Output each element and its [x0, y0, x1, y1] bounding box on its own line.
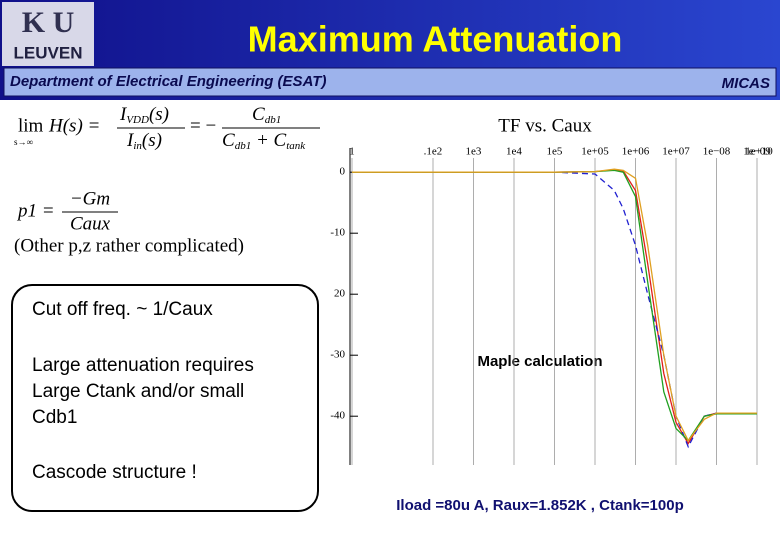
formula-text: IVDD(s)	[119, 104, 169, 125]
formula-text: C	[252, 104, 265, 125]
annotation: Iload =80u A, Raux=1.852K , Ctank=100p	[396, 497, 684, 514]
department: Department of Electrical Engineering (ES…	[10, 73, 326, 90]
box-line: Large Ctank and/or small	[32, 381, 244, 402]
formula-note: (Other p,z rather complicated)	[14, 235, 244, 256]
formula-text: I	[126, 130, 135, 151]
x-tick-label: 1e−08	[703, 146, 731, 158]
box-line: Cascode structure !	[32, 462, 197, 483]
subtitle-bar	[3, 67, 777, 97]
formula-text: tank	[286, 140, 306, 152]
formula-text: s→∞	[14, 137, 33, 147]
x-tick-label: 1e+07	[662, 146, 690, 158]
y-tick-label: -10	[330, 227, 345, 239]
formula-text: Iin(s)	[126, 130, 162, 151]
annotation: Maple calculation	[477, 353, 602, 370]
chart: TF vs. Caux Maple calculation Iload =80u…	[330, 115, 773, 514]
formula-text: C	[222, 130, 235, 151]
formula-pole: p1 = −Gm Caux (Other p,z rather complica…	[14, 188, 244, 256]
text-box	[11, 284, 319, 512]
formula-text: p1 =	[16, 200, 55, 221]
group: MICAS	[722, 75, 770, 92]
chart-title: TF vs. Caux	[498, 115, 592, 136]
logo-text: LEUVEN	[14, 43, 83, 62]
formula-text: H(s) =	[48, 115, 100, 136]
series-line	[352, 168, 757, 442]
y-tick-label: 20	[334, 288, 346, 300]
formula-text: db1	[235, 140, 252, 152]
x-tick-label: 1	[349, 146, 355, 158]
formula-text: −Gm	[70, 188, 110, 209]
formula-text: lim	[18, 115, 44, 136]
x-tick-label: 1e+05	[581, 146, 609, 158]
y-tick-label: -40	[330, 410, 345, 422]
x-tick-label: 1e3	[466, 146, 482, 158]
x-tick-label: 1e+10	[745, 146, 773, 158]
box-text: Cut off freq. ~ 1/Caux Large attenuation…	[32, 299, 254, 483]
formula-text: Cdb1 + Ctank	[222, 130, 306, 151]
formula-text: Caux	[70, 213, 111, 234]
formula-limit: lim s→∞ H(s) = IVDD(s) Iin(s) = − Cdb1 C…	[14, 104, 320, 152]
formula-text: I	[119, 104, 128, 125]
formula-text: + C	[251, 130, 286, 151]
slide-title: Maximum Attenuation	[248, 19, 623, 60]
x-tick-label: 1e−09	[743, 146, 771, 158]
y-tick-label: 0	[340, 166, 346, 178]
x-tick-label: 1e4	[506, 146, 522, 158]
formula-text: VDD	[126, 114, 149, 126]
logo-bg	[2, 2, 94, 66]
x-tick-label: .1e2	[424, 146, 443, 158]
x-tick-label: 1e5	[547, 146, 563, 158]
formula-text: in	[133, 140, 142, 152]
formula-text: Cdb1	[252, 104, 281, 125]
formula-text: (s)	[149, 104, 169, 125]
plot-area	[350, 160, 760, 465]
formula-text: db1	[265, 114, 282, 126]
formula-text: (s)	[142, 130, 162, 151]
formula-text: = −	[190, 115, 216, 136]
y-tick-label: -30	[330, 349, 345, 361]
box-line: Cut off freq. ~ 1/Caux	[32, 299, 213, 320]
logo-mark: K U	[22, 6, 75, 39]
x-tick-label: 1e+06	[622, 146, 650, 158]
box-line: Large attenuation requires	[32, 355, 254, 376]
box-line: Cdb1	[32, 407, 77, 428]
